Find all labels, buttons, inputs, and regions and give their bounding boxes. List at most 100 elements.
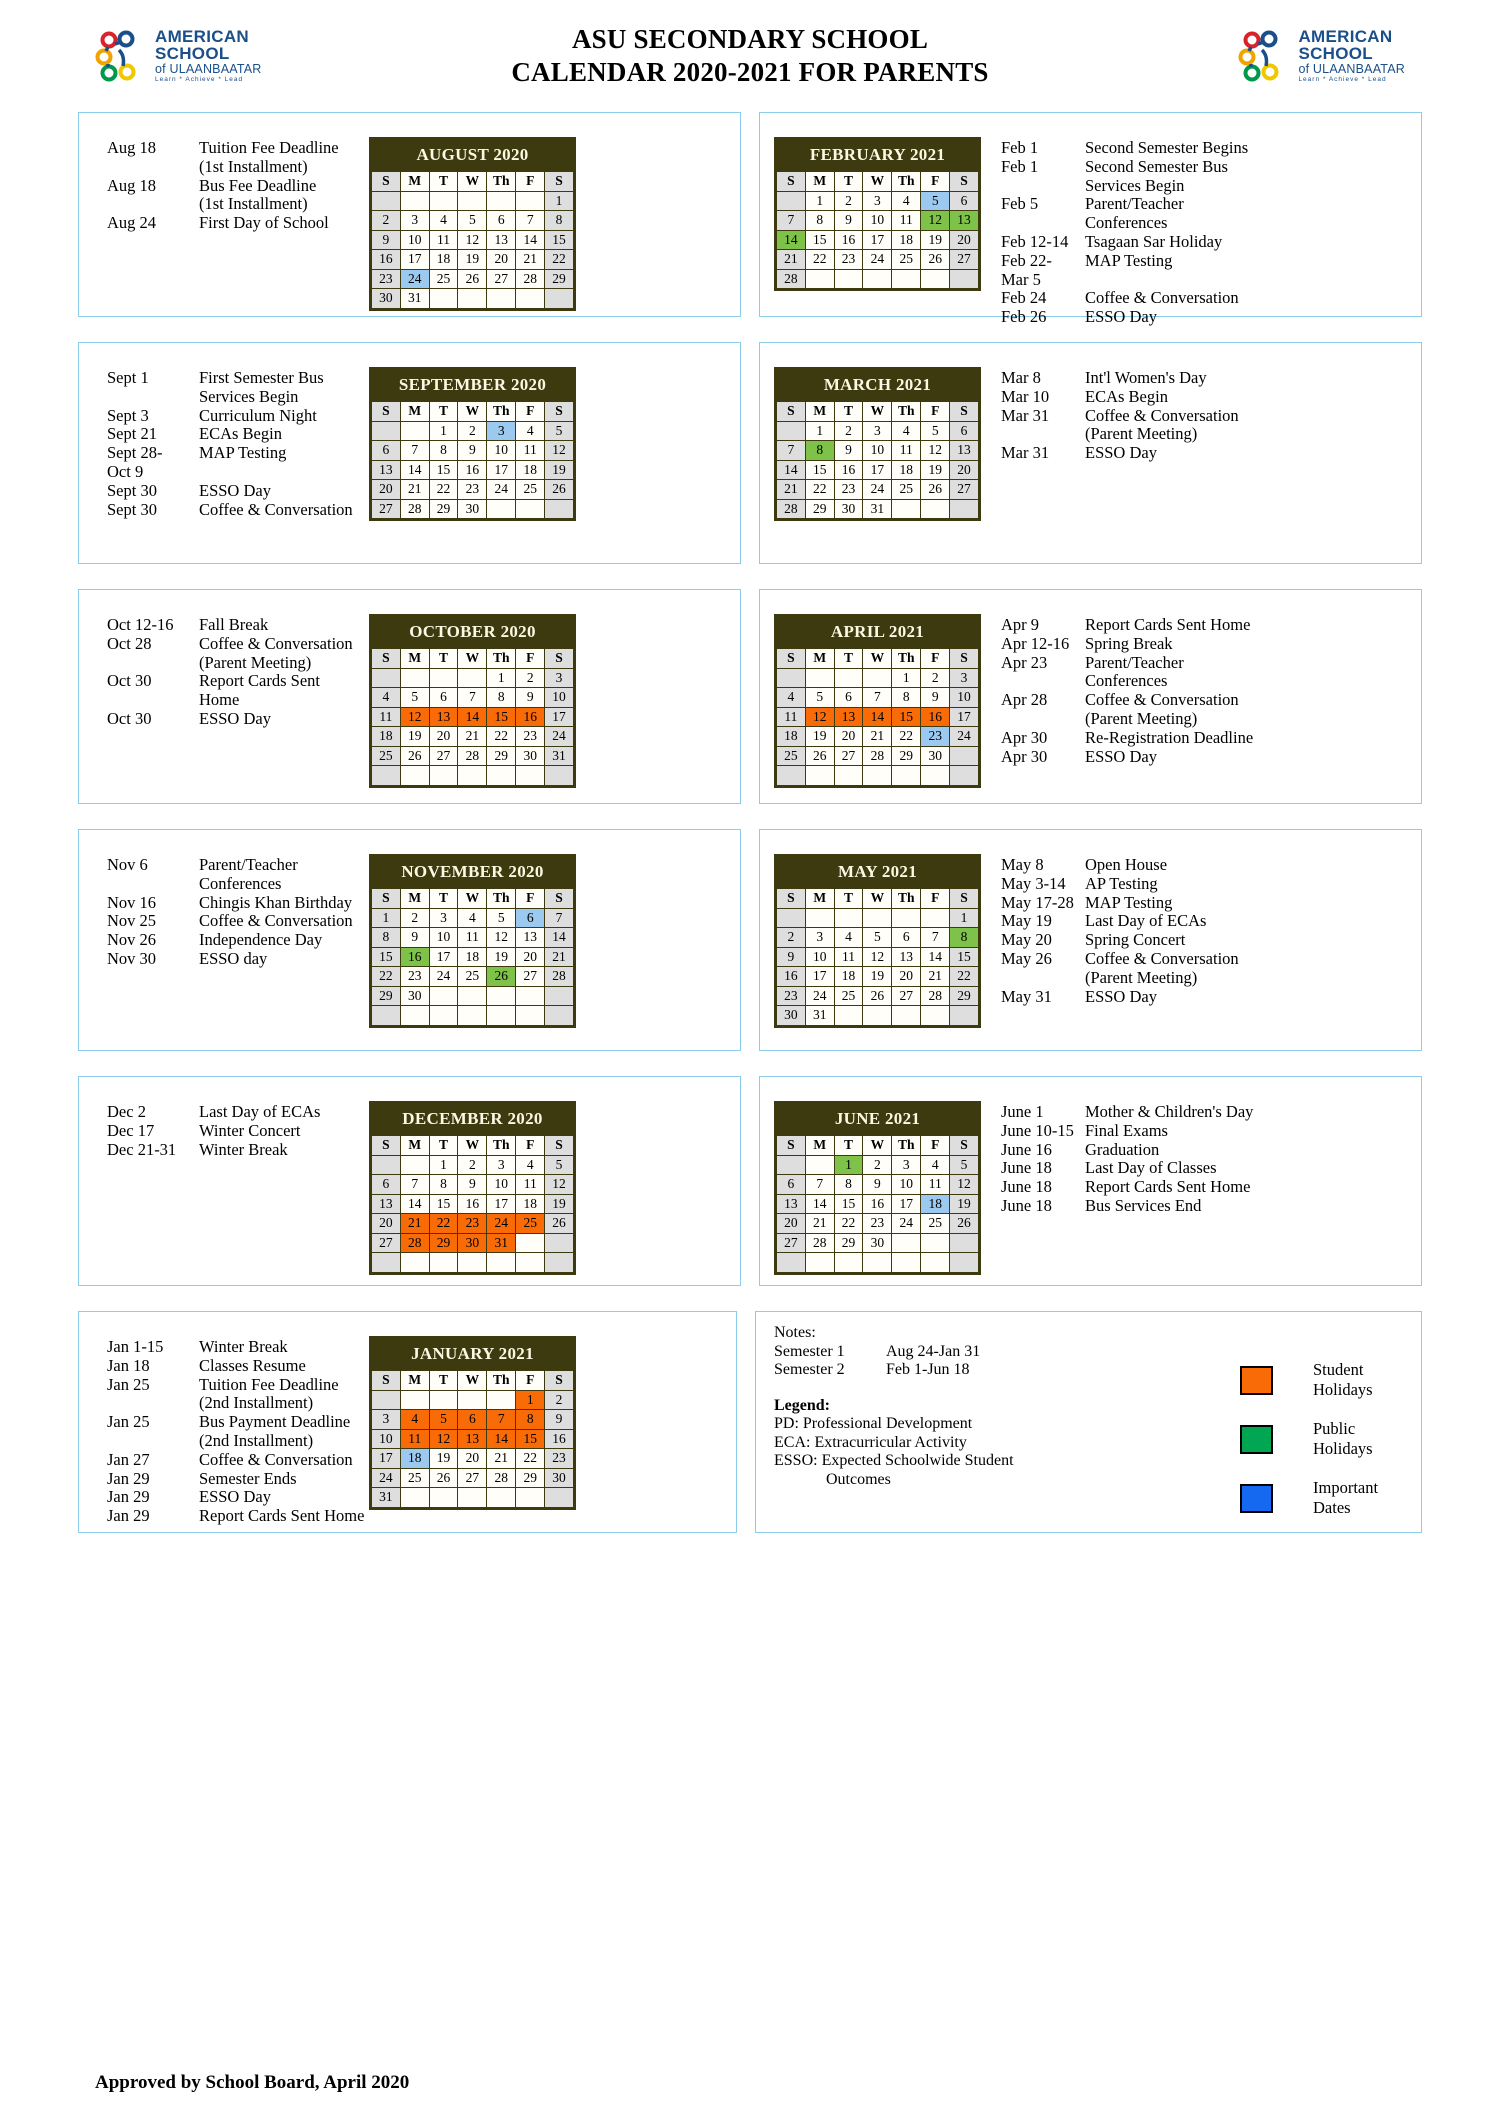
day-cell[interactable]: 2 <box>457 420 488 441</box>
day-cell[interactable]: 15 <box>370 946 401 967</box>
day-cell[interactable]: 13 <box>486 229 517 250</box>
day-cell[interactable]: 13 <box>949 440 980 461</box>
day-cell[interactable]: 30 <box>833 498 864 520</box>
day-cell[interactable]: 16 <box>775 966 806 987</box>
day-cell[interactable]: 14 <box>544 927 575 948</box>
day-cell[interactable]: 18 <box>833 966 864 987</box>
day-cell[interactable]: 29 <box>949 985 980 1006</box>
day-cell[interactable]: 23 <box>370 268 401 289</box>
day-cell[interactable]: 14 <box>515 229 546 250</box>
day-cell[interactable]: 4 <box>891 190 922 211</box>
day-cell[interactable]: 17 <box>486 1193 517 1214</box>
day-cell[interactable]: 24 <box>544 726 575 747</box>
day-cell[interactable]: 28 <box>804 1232 835 1253</box>
day-cell[interactable]: 15 <box>891 706 922 727</box>
day-cell[interactable]: 16 <box>544 1428 575 1449</box>
day-cell[interactable]: 16 <box>457 1193 488 1214</box>
day-cell[interactable]: 22 <box>486 726 517 747</box>
day-cell[interactable]: 28 <box>862 745 893 766</box>
day-cell[interactable]: 16 <box>833 459 864 480</box>
day-cell[interactable]: 30 <box>775 1005 806 1027</box>
day-cell[interactable]: 4 <box>457 907 488 928</box>
day-cell[interactable]: 29 <box>833 1232 864 1253</box>
day-cell[interactable]: 23 <box>544 1448 575 1469</box>
day-cell[interactable]: 11 <box>428 229 459 250</box>
day-cell[interactable]: 24 <box>804 985 835 1006</box>
day-cell[interactable]: 3 <box>486 420 517 441</box>
day-cell[interactable]: 22 <box>370 966 401 987</box>
day-cell[interactable]: 3 <box>862 420 893 441</box>
day-cell[interactable]: 18 <box>370 726 401 747</box>
day-cell[interactable]: 24 <box>949 726 980 747</box>
day-cell[interactable]: 19 <box>457 249 488 270</box>
day-cell[interactable]: 19 <box>920 459 951 480</box>
day-cell[interactable]: 3 <box>428 907 459 928</box>
day-cell[interactable]: 12 <box>920 210 951 231</box>
day-cell[interactable]: 9 <box>544 1409 575 1430</box>
day-cell[interactable]: 27 <box>370 1232 401 1253</box>
day-cell[interactable]: 25 <box>891 479 922 500</box>
day-cell[interactable]: 21 <box>920 966 951 987</box>
day-cell[interactable]: 24 <box>486 479 517 500</box>
day-cell[interactable]: 5 <box>544 1154 575 1175</box>
day-cell[interactable]: 26 <box>428 1467 459 1488</box>
day-cell[interactable]: 18 <box>891 229 922 250</box>
day-cell[interactable]: 23 <box>833 249 864 270</box>
day-cell[interactable]: 19 <box>486 946 517 967</box>
day-cell[interactable]: 8 <box>428 440 459 461</box>
day-cell[interactable]: 8 <box>544 210 575 231</box>
day-cell[interactable]: 16 <box>370 249 401 270</box>
day-cell[interactable]: 4 <box>428 210 459 231</box>
day-cell[interactable]: 12 <box>544 440 575 461</box>
day-cell[interactable]: 17 <box>862 459 893 480</box>
day-cell[interactable]: 22 <box>804 249 835 270</box>
day-cell[interactable]: 19 <box>862 966 893 987</box>
day-cell[interactable]: 3 <box>399 210 430 231</box>
day-cell[interactable]: 13 <box>775 1193 806 1214</box>
day-cell[interactable]: 9 <box>775 946 806 967</box>
day-cell[interactable]: 26 <box>457 268 488 289</box>
day-cell[interactable]: 23 <box>515 726 546 747</box>
day-cell[interactable]: 23 <box>833 479 864 500</box>
calendar-january[interactable]: JANUARY 2021 S M T W Th F S 1 2 3 4 5 6 7 8 9 10 11 12 13 14 1… <box>369 1336 576 1510</box>
day-cell[interactable]: 19 <box>544 459 575 480</box>
day-cell[interactable]: 13 <box>515 927 546 948</box>
day-cell[interactable]: 6 <box>949 190 980 211</box>
day-cell[interactable]: 9 <box>920 687 951 708</box>
day-cell[interactable]: 22 <box>804 479 835 500</box>
day-cell[interactable]: 3 <box>544 667 575 688</box>
day-cell[interactable]: 9 <box>370 229 401 250</box>
day-cell[interactable]: 8 <box>891 687 922 708</box>
day-cell[interactable]: 13 <box>457 1428 488 1449</box>
day-cell[interactable]: 17 <box>891 1193 922 1214</box>
day-cell[interactable]: 22 <box>891 726 922 747</box>
day-cell[interactable]: 27 <box>428 745 459 766</box>
day-cell[interactable]: 24 <box>891 1213 922 1234</box>
day-cell[interactable]: 1 <box>370 907 401 928</box>
day-cell[interactable]: 17 <box>862 229 893 250</box>
day-cell[interactable]: 10 <box>370 1428 401 1449</box>
day-cell[interactable]: 1 <box>949 907 980 928</box>
day-cell[interactable]: 18 <box>457 946 488 967</box>
day-cell[interactable]: 25 <box>457 966 488 987</box>
day-cell[interactable]: 8 <box>370 927 401 948</box>
day-cell[interactable]: 28 <box>920 985 951 1006</box>
day-cell[interactable]: 4 <box>515 420 546 441</box>
day-cell[interactable]: 26 <box>949 1213 980 1234</box>
calendar-august[interactable]: AUGUST 2020 S M T W Th F S 1 2 3 4 5 6 7 8 9 10 11 12 13 14 15… <box>369 137 576 311</box>
day-cell[interactable]: 22 <box>428 479 459 500</box>
day-cell[interactable]: 29 <box>428 1232 459 1253</box>
day-cell[interactable]: 31 <box>862 498 893 520</box>
day-cell[interactable]: 22 <box>949 966 980 987</box>
day-cell[interactable]: 18 <box>891 459 922 480</box>
day-cell[interactable]: 22 <box>544 249 575 270</box>
day-cell[interactable]: 6 <box>515 907 546 928</box>
day-cell[interactable]: 29 <box>428 498 459 520</box>
day-cell[interactable]: 7 <box>457 687 488 708</box>
calendar-june[interactable]: JUNE 2021 S M T W Th F S 1 2 3 4 5 6 7 8 9 10 11 12 13 14 15 16… <box>774 1101 981 1275</box>
day-cell[interactable]: 24 <box>428 966 459 987</box>
day-cell[interactable]: 5 <box>457 210 488 231</box>
day-cell[interactable]: 15 <box>949 946 980 967</box>
day-cell[interactable]: 5 <box>544 420 575 441</box>
day-cell[interactable]: 1 <box>804 190 835 211</box>
